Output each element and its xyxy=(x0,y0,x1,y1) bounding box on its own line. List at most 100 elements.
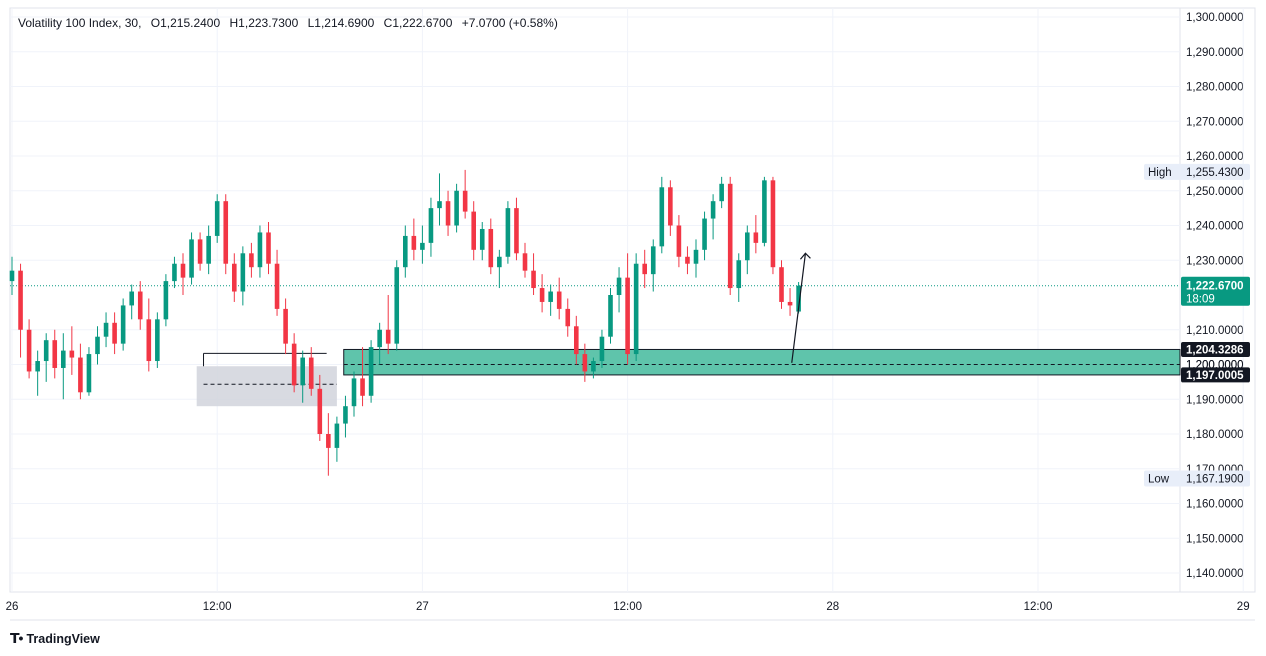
y-tick-label: 1,290.0000 xyxy=(1186,47,1244,59)
candle-body-up xyxy=(659,187,665,247)
candle-body-down xyxy=(685,256,690,264)
zone-bottom-label: 1,197.0005 xyxy=(1186,370,1244,382)
candle-body-up xyxy=(9,270,15,282)
candle-body-up xyxy=(43,340,49,362)
candle-body-down xyxy=(360,378,365,396)
gray-demand-zone xyxy=(196,366,337,407)
candle-body-up xyxy=(240,253,246,292)
candle-body-up xyxy=(129,291,134,306)
legend-open: O1,215.2400 xyxy=(150,16,221,30)
y-tick-label: 1,260.0000 xyxy=(1186,151,1244,163)
candle-body-up xyxy=(61,350,66,368)
zone-top-label: 1,204.3286 xyxy=(1186,344,1244,356)
candle-body-down xyxy=(753,232,759,243)
candle-body-down xyxy=(727,183,733,289)
x-tick-label: 28 xyxy=(826,601,839,613)
candle-body-up xyxy=(745,232,750,261)
candle-body-down xyxy=(625,277,630,355)
candle-body-down xyxy=(26,329,32,372)
y-tick-label: 1,230.0000 xyxy=(1186,255,1244,267)
candle-body-up xyxy=(428,208,434,243)
candle-body-up xyxy=(120,305,126,344)
x-tick-label: 12:00 xyxy=(203,601,232,613)
candle-body-down xyxy=(445,201,451,226)
y-tick-label: 1,150.0000 xyxy=(1186,533,1244,545)
candle-body-up xyxy=(616,277,622,295)
candle-body-up xyxy=(155,319,160,362)
candle-body-down xyxy=(52,340,58,368)
candle-body-down xyxy=(197,239,203,264)
candle-body-up xyxy=(103,322,109,337)
candle-body-down xyxy=(223,201,229,264)
candle-body-down xyxy=(565,308,571,327)
high-marker-price: 1,255.4300 xyxy=(1186,167,1244,179)
candle-body-up xyxy=(599,336,605,362)
candle-body-up xyxy=(214,201,220,236)
candle-body-up xyxy=(454,190,459,226)
candle-body-down xyxy=(78,357,83,393)
candle-body-up xyxy=(608,295,613,337)
candle-body-down xyxy=(488,228,494,268)
candle-body-up xyxy=(505,208,511,257)
candle-body-down xyxy=(411,235,417,250)
candle-body-down xyxy=(770,180,776,268)
candle-body-up xyxy=(334,423,340,448)
green-demand-zone xyxy=(343,348,1181,376)
candle-body-up xyxy=(172,263,177,282)
x-tick-label: 27 xyxy=(416,601,429,613)
legend-close: C1,222.6700 xyxy=(383,16,453,30)
y-tick-label: 1,190.0000 xyxy=(1186,394,1244,406)
candle-body-down xyxy=(642,263,647,275)
candle-body-down xyxy=(146,319,152,362)
symbol-legend: Volatility 100 Index, 30, O1,215.2400 H1… xyxy=(18,16,564,30)
candle-body-up xyxy=(257,232,263,268)
candle-body-down xyxy=(249,253,254,268)
candle-body-up xyxy=(702,218,707,250)
brand-name: TradingView xyxy=(26,631,100,646)
candle-body-up xyxy=(394,267,400,344)
candle-body-down xyxy=(112,322,117,344)
candle-body-up xyxy=(497,256,502,268)
candle-body-down xyxy=(539,288,545,302)
chart-frame xyxy=(9,7,1256,593)
candle-body-down xyxy=(556,291,562,309)
candle-body-up xyxy=(368,347,374,396)
candle-body-up xyxy=(206,235,211,264)
y-tick-label: 1,180.0000 xyxy=(1186,429,1244,441)
candle-body-up xyxy=(796,285,801,312)
candle-body-down xyxy=(137,291,143,320)
tradingview-brand[interactable]: 𝗧• TradingView xyxy=(10,630,100,647)
candle-body-down xyxy=(531,270,536,289)
low-marker-price: 1,167.1900 xyxy=(1186,474,1244,486)
candle-body-down xyxy=(787,301,793,306)
y-tick-label: 1,300.0000 xyxy=(1186,12,1244,24)
candle-body-up xyxy=(420,242,425,250)
candle-body-up xyxy=(86,354,92,393)
candle-body-down xyxy=(232,263,237,292)
candle-body-up xyxy=(719,183,724,202)
candle-body-up xyxy=(35,361,40,372)
candle-body-down xyxy=(180,263,186,278)
candle-body-up xyxy=(189,239,194,278)
y-tick-label: 1,160.0000 xyxy=(1186,499,1244,511)
candle-body-up xyxy=(693,249,699,264)
candle-body-down xyxy=(266,232,271,264)
x-tick-label: 26 xyxy=(6,601,19,613)
arrow-head-icon xyxy=(799,252,811,260)
candle-body-up xyxy=(95,336,100,355)
x-tick-label: 12:00 xyxy=(613,601,642,613)
candle-body-up xyxy=(377,329,382,348)
zone-bottom-label-bg xyxy=(1181,367,1250,383)
candle-body-down xyxy=(274,263,280,309)
candle-body-down xyxy=(522,253,528,271)
candle-body-down xyxy=(291,343,297,386)
candle-body-up xyxy=(403,235,408,268)
y-tick-label: 1,280.0000 xyxy=(1186,82,1244,94)
candle-body-down xyxy=(283,308,288,344)
legend-change: +7.0700 (+0.58%) xyxy=(461,16,558,30)
candle-body-down xyxy=(69,350,75,358)
candle-body-up xyxy=(633,263,639,355)
legend-symbol[interactable]: Volatility 100 Index, 30, xyxy=(18,16,142,30)
y-tick-label: 1,140.0000 xyxy=(1186,568,1244,580)
